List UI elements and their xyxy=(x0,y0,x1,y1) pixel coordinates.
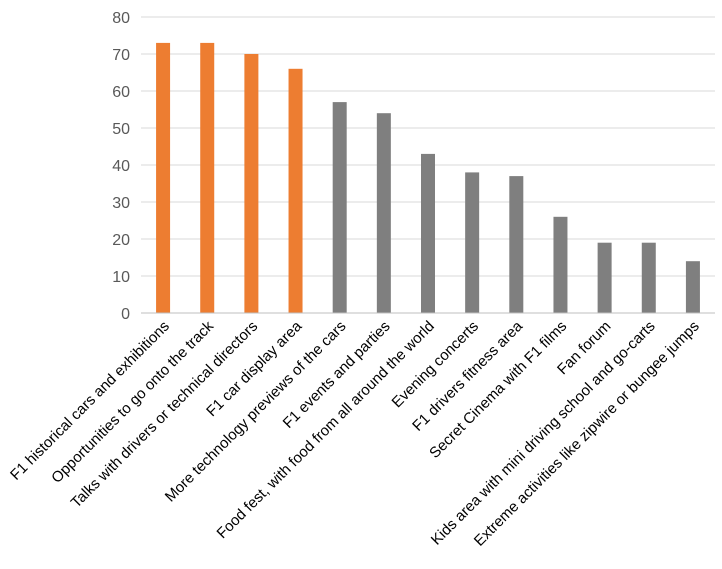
y-tick-label: 60 xyxy=(112,84,130,101)
y-tick-label: 30 xyxy=(112,195,130,212)
y-tick-label: 20 xyxy=(112,232,130,249)
category-label: F1 historical cars and exhibitions xyxy=(7,318,173,484)
bar-7 xyxy=(421,153,435,313)
bar-10 xyxy=(553,216,568,313)
bar-12 xyxy=(641,242,656,313)
bars xyxy=(156,42,700,314)
bar-8 xyxy=(465,172,480,313)
bar-4 xyxy=(288,68,303,313)
y-tick-label: 0 xyxy=(121,306,130,323)
y-tick-label: 40 xyxy=(112,158,130,175)
y-tick-label: 70 xyxy=(112,47,130,64)
category-label: Opportunities to go onto the track xyxy=(48,317,217,486)
bar-11 xyxy=(597,242,612,313)
bar-5 xyxy=(332,102,347,313)
bar-3 xyxy=(244,54,259,313)
y-tick-label: 50 xyxy=(112,121,130,138)
y-tick-label: 10 xyxy=(112,269,130,286)
y-tick-label: 80 xyxy=(112,10,130,27)
category-label: Talks with drivers or technical director… xyxy=(68,318,262,512)
bar-6 xyxy=(376,113,391,313)
bar-9 xyxy=(509,176,524,313)
bar-2 xyxy=(200,42,215,314)
bar-1 xyxy=(156,42,171,314)
bar-13 xyxy=(685,261,700,313)
